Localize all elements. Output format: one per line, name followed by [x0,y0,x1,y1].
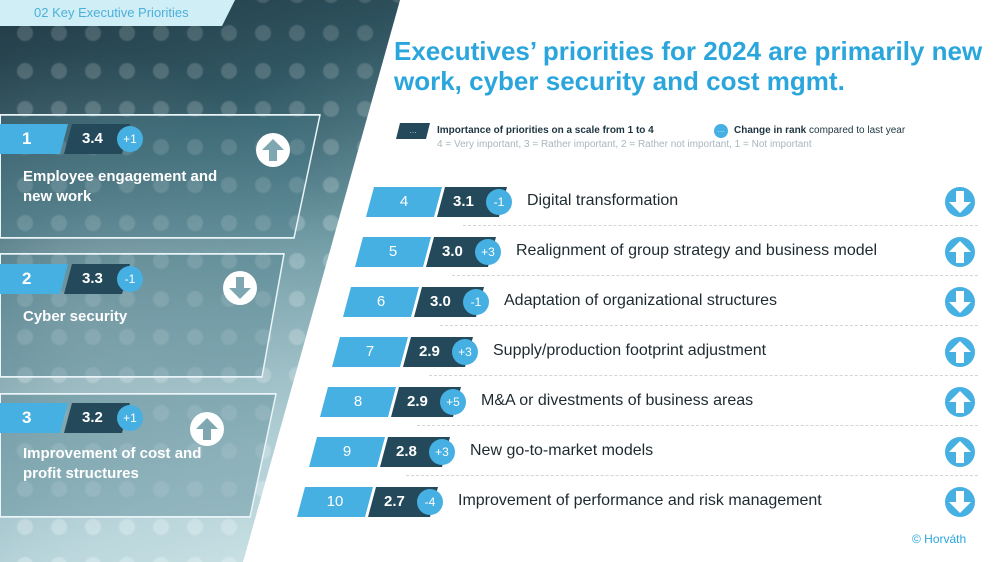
priority-label: Adaptation of organizational structures [504,292,778,309]
top-change-badge-3: +1 [117,405,143,431]
arrow-down-circle-icon [944,286,976,318]
priority-rank: 9 [309,437,385,467]
priority-row: 6 3.0 -1 Adaptation of organizational struc… [0,286,1000,326]
priority-rank: 7 [332,337,408,367]
page-title: Executives’ priorities for 2024 are prim… [394,36,983,96]
arrow-up-circle-icon [944,336,976,368]
priority-label: Digital transformation [527,192,679,209]
priority-change-badge: +3 [452,339,478,365]
row-divider [463,225,978,226]
priority-row: 10 2.7 -4 Improvement of performance and ri… [0,487,1000,523]
priority-row: 5 3.0 +3 Realignment of group strategy and … [0,236,1000,276]
priority-change-badge: +3 [475,239,501,265]
row-divider [406,475,978,476]
legend-score-swatch: ... [396,123,430,139]
priority-change-badge: -4 [417,489,443,515]
row-divider [429,375,978,376]
legend-change-rest: compared to last year [806,125,906,136]
legend-change-dot: ... [714,124,728,138]
arrow-up-circle-icon [190,412,224,446]
top-title-2: Cyber security [23,308,128,325]
top-title-3: Improvement of cost and profit structure… [23,445,202,482]
priority-change-badge: +5 [440,389,466,415]
copyright: © Horváth [912,532,967,546]
top-rank-1: 1 [0,124,68,154]
top-change-badge-1: +1 [117,126,143,152]
priority-rank: 8 [320,387,396,417]
priority-change-badge: -1 [486,189,512,215]
row-divider [417,425,978,426]
legend-change-label: Change in rank compared to last year [734,125,905,136]
top-change-badge-2: -1 [117,266,143,292]
legend-importance-label: Importance of priorities on a scale from… [437,125,654,136]
priority-rank: 6 [343,287,419,317]
arrow-down-circle-icon [223,271,257,305]
priority-change-badge: -1 [463,289,489,315]
priority-row: 9 2.8 +3 New go-to-market models [0,436,1000,476]
top-rank-3: 3 [0,403,68,433]
priority-rank: 4 [366,187,442,217]
priority-rank: 5 [355,237,431,267]
priority-label: Realignment of group strategy and busine… [516,242,878,259]
priority-label: M&A or divestments of business areas [481,392,754,409]
arrow-up-circle-icon [944,436,976,468]
row-divider [440,325,978,326]
arrow-up-circle-icon [944,236,976,268]
priority-label: Improvement of performance and risk mana… [458,492,822,509]
section-tab[interactable]: 02 Key Executive Priorities [0,0,235,26]
priority-row: 7 2.9 +3 Supply/production footprint adjust… [0,336,1000,376]
top-title-1: Employee engagement and new work [23,168,218,205]
arrow-up-circle-icon [256,133,290,167]
top-rank-2: 2 [0,264,68,294]
priority-rank: 10 [297,487,373,517]
legend-scale-note: 4 = Very important, 3 = Rather important… [437,139,812,150]
arrow-down-circle-icon [944,486,976,518]
priority-row: 4 3.1 -1 Digital transformation [0,186,1000,226]
priority-label: New go-to-market models [470,442,654,459]
section-tab-label: 02 Key Executive Priorities [34,5,189,20]
row-divider [452,275,978,276]
priority-row: 8 2.9 +5 M&A or divestments of business are… [0,386,1000,426]
arrow-up-circle-icon [944,386,976,418]
legend-change-bold: Change in rank [734,125,807,136]
priority-change-badge: +3 [429,439,455,465]
arrow-down-circle-icon [944,186,976,218]
priority-label: Supply/production footprint adjustment [493,342,767,359]
